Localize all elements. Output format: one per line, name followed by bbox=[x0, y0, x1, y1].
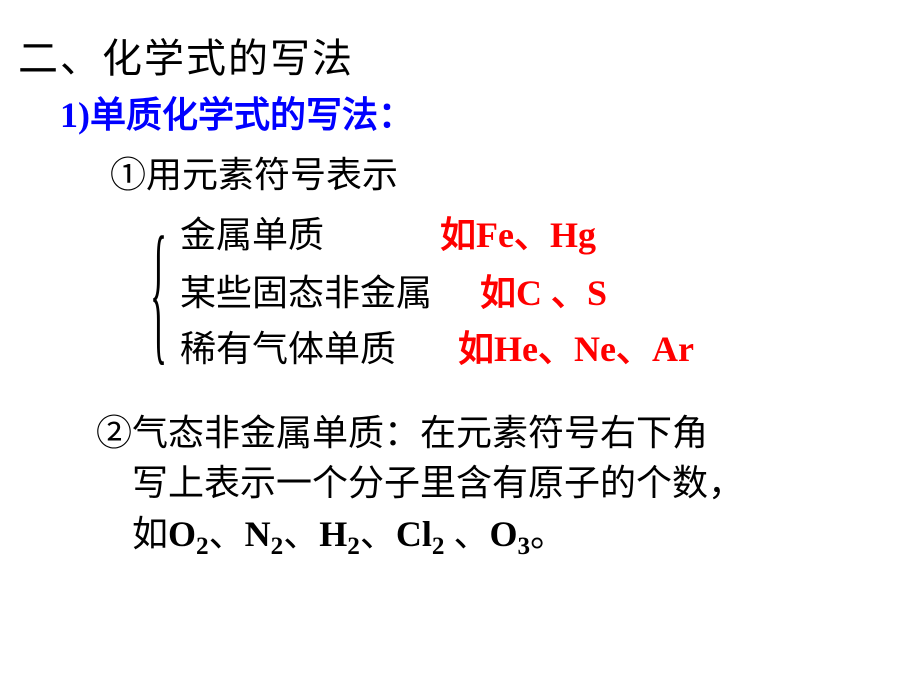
sep-4: 、 bbox=[444, 514, 489, 554]
row-solid-nonmetal-example: 如C 、S bbox=[480, 264, 607, 316]
formula-o2-sub: 2 bbox=[196, 533, 209, 560]
item-2: ②气态非金属单质：在元素符号右下角 写上表示一个分子里含有原子的个数， 如O2、… bbox=[96, 408, 896, 564]
prefix-ru-4: 如 bbox=[132, 514, 168, 554]
formula-cl2-sub: 2 bbox=[432, 533, 445, 560]
subsection-1: 1)单质化学式的写法： bbox=[60, 86, 414, 138]
formula-o2-base: O bbox=[168, 514, 196, 554]
example-solid-nonmetal: C 、S bbox=[516, 273, 607, 313]
period: 。 bbox=[530, 514, 566, 554]
item-2-line1: ②气态非金属单质：在元素符号右下角 bbox=[96, 413, 708, 453]
formula-o3-sub: 3 bbox=[518, 533, 531, 560]
sep-2: 、 bbox=[283, 514, 319, 554]
prefix-ru-2: 如 bbox=[480, 273, 516, 313]
prefix-ru-3: 如 bbox=[458, 329, 494, 369]
formula-h2-sub: 2 bbox=[347, 533, 360, 560]
sep-3: 、 bbox=[360, 514, 396, 554]
formula-n2-base: N bbox=[245, 514, 271, 554]
item-2-line3: 如O2、N2、H2、Cl2 、O3。 bbox=[132, 509, 896, 564]
row-noble-gas-label: 稀有气体单质 bbox=[180, 320, 396, 372]
row-metal-example: 如Fe、Hg bbox=[440, 206, 596, 258]
formula-cl2-base: Cl bbox=[396, 514, 432, 554]
prefix-ru-1: 如 bbox=[440, 215, 476, 255]
formula-o3-base: O bbox=[489, 514, 517, 554]
row-metal-label: 金属单质 bbox=[180, 206, 324, 258]
example-noble-gas: He、Ne、Ar bbox=[494, 329, 694, 369]
item-2-line2: 写上表示一个分子里含有原子的个数， bbox=[132, 458, 896, 508]
section-title: 二、化学式的写法 bbox=[18, 26, 354, 84]
item-1: ①用元素符号表示 bbox=[110, 146, 398, 198]
row-solid-nonmetal-label: 某些固态非金属 bbox=[180, 264, 432, 316]
formula-h2-base: H bbox=[319, 514, 347, 554]
sep-1: 、 bbox=[209, 514, 245, 554]
formula-n2-sub: 2 bbox=[271, 533, 284, 560]
brace-icon: { bbox=[150, 202, 167, 382]
row-noble-gas-example: 如He、Ne、Ar bbox=[458, 320, 694, 372]
example-metal: Fe、Hg bbox=[476, 215, 596, 255]
